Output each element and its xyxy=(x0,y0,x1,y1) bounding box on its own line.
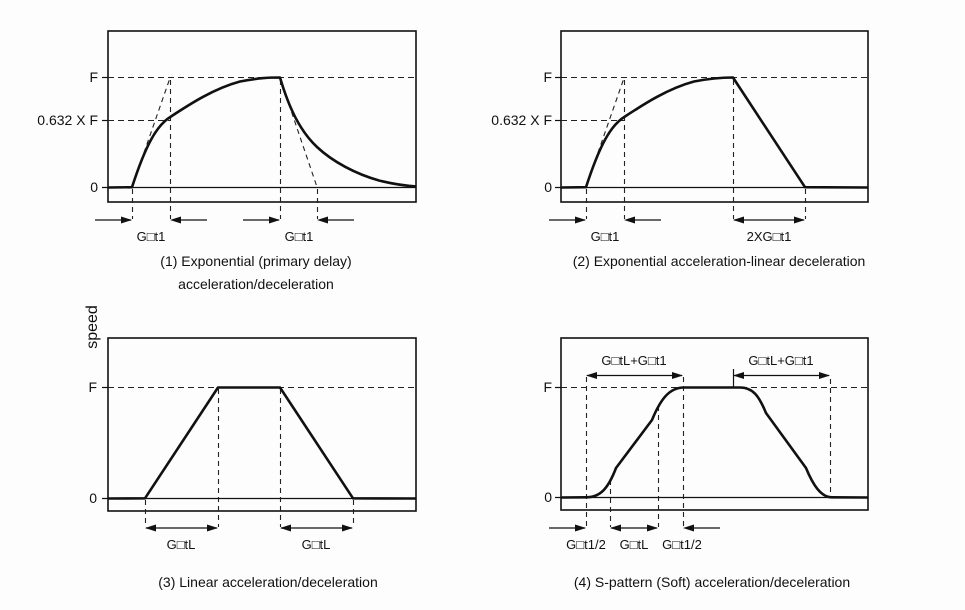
p4-topdim-label-accel: G□tL+G□t1 xyxy=(601,353,667,368)
p4-dim-label-t1half-left: G□t1/2 xyxy=(566,537,606,552)
panel3-dimension-arrows xyxy=(145,524,353,532)
p3-ylabel-zero: 0 xyxy=(89,490,97,506)
panel3-speed-curve xyxy=(107,386,417,500)
panel2-speed-curve xyxy=(560,76,869,189)
p4-topdim-label-decel: G□tL+G□t1 xyxy=(748,353,814,368)
p2-dim-label-accel: G□t1 xyxy=(590,229,620,244)
speed-axis-label: speed xyxy=(84,305,101,349)
panel2-guide-dashes xyxy=(561,76,868,219)
p1-ylabel-zero: 0 xyxy=(90,179,98,195)
p1-dim-label-accel: G□t1 xyxy=(136,229,166,244)
panel3-guide-dashes xyxy=(108,386,416,527)
p3-caption-line1: (3) Linear acceleration/deceleration xyxy=(158,574,378,590)
panel4-frame xyxy=(555,337,869,511)
p2-dim-label-decel: 2XG□t1 xyxy=(746,229,792,244)
p4-dim-label-tl: G□tL xyxy=(619,537,649,552)
p4-ylabel-f: F xyxy=(543,379,552,395)
panel2-dimension-arrows xyxy=(549,216,805,224)
panel1-dimension-arrows xyxy=(95,216,354,224)
p1-caption-line2: acceleration/deceleration xyxy=(178,276,334,292)
panel4-guide-dashes xyxy=(561,377,868,527)
panel1-frame xyxy=(102,30,417,203)
p3-ylabel-f: F xyxy=(88,379,97,395)
p4-ylabel-zero: 0 xyxy=(544,489,552,505)
p2-ylabel-zero: 0 xyxy=(544,179,552,195)
p4-caption-line1: (4) S-pattern (Soft) acceleration/decele… xyxy=(573,574,851,590)
p3-dim-label-decel: G□tL xyxy=(301,537,331,552)
p1-dim-label-decel: G□t1 xyxy=(284,229,314,244)
p2-ylabel-632: 0.632 X F xyxy=(491,112,552,128)
p2-caption-line1: (2) Exponential acceleration-linear dece… xyxy=(572,253,866,269)
panel1-guide-dashes xyxy=(108,76,416,219)
panel2-frame xyxy=(555,30,869,203)
p4-dim-label-t1half-right: G□t1/2 xyxy=(662,537,702,552)
panel4-speed-curve xyxy=(560,386,869,499)
p1-ylabel-632: 0.632 X F xyxy=(37,112,98,128)
p3-dim-label-accel: G□tL xyxy=(166,537,196,552)
panel3-frame xyxy=(102,337,417,512)
p1-caption-line1: (1) Exponential (primary delay) xyxy=(160,253,352,269)
panel1-speed-curve xyxy=(107,76,417,189)
panel4-dimension-arrows xyxy=(549,372,830,532)
p2-ylabel-f: F xyxy=(543,69,552,85)
p1-ylabel-f: F xyxy=(89,69,98,85)
